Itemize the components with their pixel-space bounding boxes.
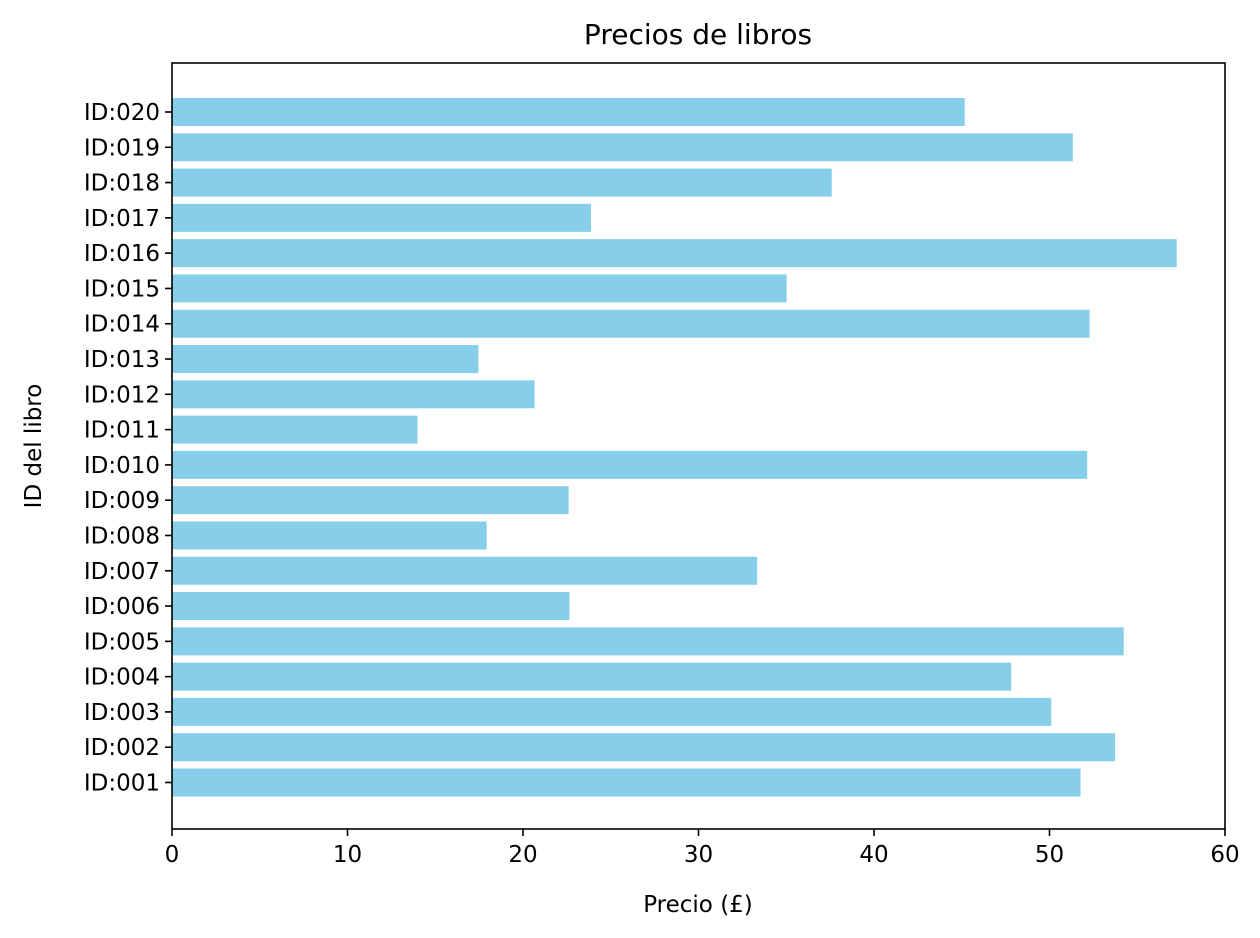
y-tick-label: ID:007 <box>84 559 160 585</box>
y-tick-label: ID:013 <box>84 347 160 373</box>
x-tick-label: 20 <box>508 842 537 868</box>
y-tick-label: ID:006 <box>84 594 160 620</box>
y-tick-label: ID:010 <box>84 453 160 479</box>
y-tick-label: ID:017 <box>84 206 160 232</box>
y-tick-label: ID:001 <box>84 771 160 797</box>
x-tick-label: 60 <box>1210 842 1239 868</box>
y-tick-label: ID:015 <box>84 276 160 302</box>
x-tick-label: 50 <box>1035 842 1064 868</box>
bar-id007 <box>172 556 758 585</box>
bar-id012 <box>172 380 535 409</box>
y-tick-label: ID:012 <box>84 382 160 408</box>
x-tick-label: 10 <box>333 842 362 868</box>
y-tick-label: ID:004 <box>84 665 160 691</box>
y-tick-label: ID:011 <box>84 418 160 444</box>
x-tick-label: 0 <box>165 842 180 868</box>
y-tick-label: ID:009 <box>84 488 160 514</box>
bar-id009 <box>172 486 569 515</box>
bar-id018 <box>172 168 832 197</box>
y-tick-label: ID:003 <box>84 700 160 726</box>
bar-id020 <box>172 98 965 126</box>
x-axis-title: Precio (£) <box>643 892 753 918</box>
x-tick-label: 30 <box>684 842 713 868</box>
bar-id011 <box>172 415 418 444</box>
x-tick-label: 40 <box>859 842 888 868</box>
y-tick-label: ID:014 <box>84 312 160 338</box>
bar-id002 <box>172 733 1116 762</box>
bar-id014 <box>172 309 1090 338</box>
bar-id006 <box>172 592 570 621</box>
bar-id005 <box>172 627 1124 656</box>
bar-id008 <box>172 521 487 550</box>
bar-id019 <box>172 133 1073 162</box>
y-tick-label: ID:008 <box>84 523 160 549</box>
y-tick-label: ID:005 <box>84 629 160 655</box>
y-tick-label: ID:019 <box>84 135 160 161</box>
bar-id004 <box>172 662 1012 691</box>
bar-id017 <box>172 203 592 232</box>
bars-group <box>172 98 1177 797</box>
bar-id015 <box>172 274 787 303</box>
y-tick-label: ID:020 <box>84 100 160 126</box>
x-axis: 0 10 20 30 40 50 60 <box>165 829 1240 868</box>
bar-id001 <box>172 768 1081 797</box>
y-tick-label: ID:016 <box>84 241 160 267</box>
y-axis: ID:001 ID:002 ID:003 ID:004 ID:005 ID:006 ID:0… <box>84 100 172 797</box>
bar-id016 <box>172 239 1177 268</box>
bar-id013 <box>172 345 479 374</box>
y-tick-label: ID:018 <box>84 171 160 197</box>
y-axis-title: ID del libro <box>21 384 47 509</box>
bar-id010 <box>172 450 1088 479</box>
bar-id003 <box>172 697 1052 726</box>
chart-title: Precios de libros <box>584 18 812 51</box>
y-tick-label: ID:002 <box>84 735 160 761</box>
